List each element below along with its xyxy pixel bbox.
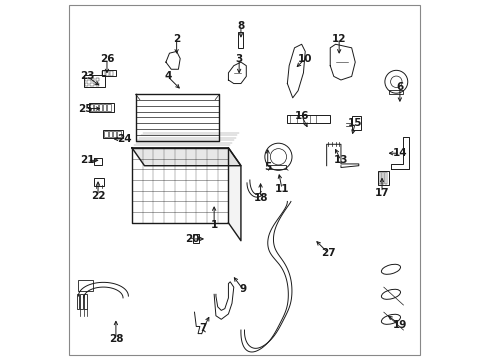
Text: 10: 10 xyxy=(297,54,312,64)
Text: 18: 18 xyxy=(253,193,267,203)
Text: 28: 28 xyxy=(108,334,123,344)
Text: 13: 13 xyxy=(333,156,347,165)
Bar xyxy=(102,71,105,76)
Bar xyxy=(84,83,88,86)
Text: 20: 20 xyxy=(185,234,200,244)
Text: 1: 1 xyxy=(210,220,217,230)
Bar xyxy=(378,171,388,185)
Bar xyxy=(90,104,93,111)
Bar xyxy=(238,32,243,48)
Bar xyxy=(99,104,102,111)
Bar xyxy=(89,103,114,112)
Bar xyxy=(77,294,80,309)
Bar xyxy=(95,78,99,81)
Bar xyxy=(83,75,105,87)
Text: 11: 11 xyxy=(274,184,289,194)
Bar xyxy=(94,104,98,111)
Bar xyxy=(113,131,116,137)
Polygon shape xyxy=(228,148,241,241)
Text: 7: 7 xyxy=(199,323,207,333)
Text: 26: 26 xyxy=(100,54,114,64)
Text: 15: 15 xyxy=(347,118,362,128)
Bar xyxy=(95,83,99,86)
Bar xyxy=(104,131,107,137)
Bar xyxy=(384,172,386,184)
Bar xyxy=(381,172,384,184)
Bar xyxy=(351,116,360,130)
Bar xyxy=(78,280,93,291)
Bar xyxy=(90,83,94,86)
Polygon shape xyxy=(132,148,241,166)
Bar xyxy=(103,104,106,111)
Text: 22: 22 xyxy=(91,191,105,201)
Text: 25: 25 xyxy=(78,104,93,113)
Text: 27: 27 xyxy=(321,248,335,258)
Text: 14: 14 xyxy=(392,148,407,158)
Text: 9: 9 xyxy=(239,284,246,294)
Text: 12: 12 xyxy=(331,34,346,44)
Bar xyxy=(192,234,199,243)
Text: 21: 21 xyxy=(80,156,94,165)
Bar xyxy=(117,131,121,137)
Text: 23: 23 xyxy=(80,71,94,81)
Bar xyxy=(84,78,88,81)
Text: 8: 8 xyxy=(237,21,244,31)
Bar xyxy=(90,78,94,81)
Text: 3: 3 xyxy=(235,54,242,64)
Text: 17: 17 xyxy=(374,188,388,198)
Bar xyxy=(106,71,109,76)
Bar xyxy=(110,71,113,76)
Text: 2: 2 xyxy=(173,34,180,44)
Bar xyxy=(102,70,116,76)
Text: 4: 4 xyxy=(163,71,171,81)
Bar xyxy=(83,294,86,309)
Bar xyxy=(287,115,329,123)
Bar xyxy=(378,172,381,184)
Text: 5: 5 xyxy=(264,162,271,172)
Bar xyxy=(103,130,123,138)
Text: 19: 19 xyxy=(392,320,406,330)
Text: 6: 6 xyxy=(395,82,403,92)
Text: 16: 16 xyxy=(294,111,308,121)
Bar xyxy=(270,165,285,169)
Bar xyxy=(108,131,112,137)
Text: 24: 24 xyxy=(117,134,132,144)
Bar xyxy=(388,90,403,94)
Bar xyxy=(80,294,83,309)
Bar xyxy=(107,104,110,111)
